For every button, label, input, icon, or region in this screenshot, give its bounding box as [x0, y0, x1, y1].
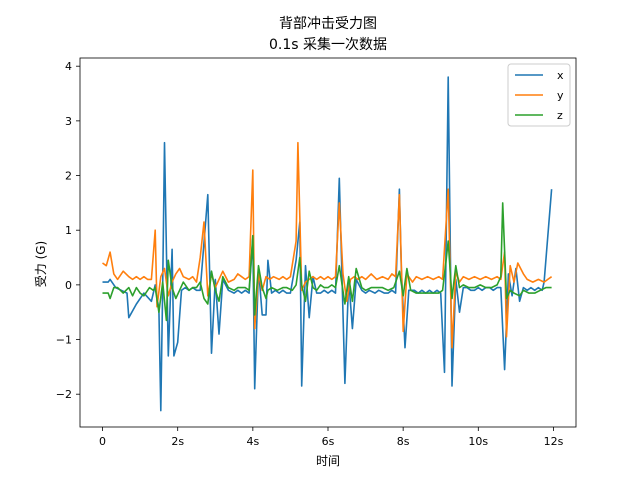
series-line-z	[102, 202, 552, 322]
series-lines	[102, 76, 553, 412]
y-tick-label: −2	[56, 388, 72, 401]
legend-label-x: x	[557, 69, 564, 82]
chart-subtitle: 0.1s 采集一次数据	[269, 36, 387, 53]
x-axis-label: 时间	[316, 454, 340, 468]
x-tick-label: 6s	[322, 435, 335, 448]
legend: xyz	[507, 63, 571, 127]
x-tick-label: 0	[99, 435, 106, 448]
plot-frame	[79, 57, 577, 428]
y-tick-label: −1	[56, 334, 72, 347]
y-axis-ticks: −2 −1 0 1 2 3 4	[56, 60, 80, 401]
y-tick-label: 2	[65, 170, 72, 183]
x-axis-ticks: 0 2s 4s 6s 8s 10s 12s	[99, 427, 564, 448]
x-tick-label: 2s	[171, 435, 184, 448]
y-tick-label: 0	[65, 279, 72, 292]
x-tick-label: 12s	[544, 435, 564, 448]
y-axis-label: 受力 (G)	[34, 241, 48, 287]
legend-label-y: y	[557, 89, 564, 102]
series-line-x	[102, 76, 553, 412]
x-tick-label: 10s	[468, 435, 488, 448]
y-tick-label: 4	[65, 60, 72, 73]
chart-title: 背部冲击受力图	[279, 16, 377, 32]
x-tick-label: 4s	[246, 435, 259, 448]
y-tick-label: 1	[65, 224, 72, 237]
legend-label-z: z	[557, 109, 563, 122]
x-tick-label: 8s	[397, 435, 410, 448]
y-tick-label: 3	[65, 115, 72, 128]
